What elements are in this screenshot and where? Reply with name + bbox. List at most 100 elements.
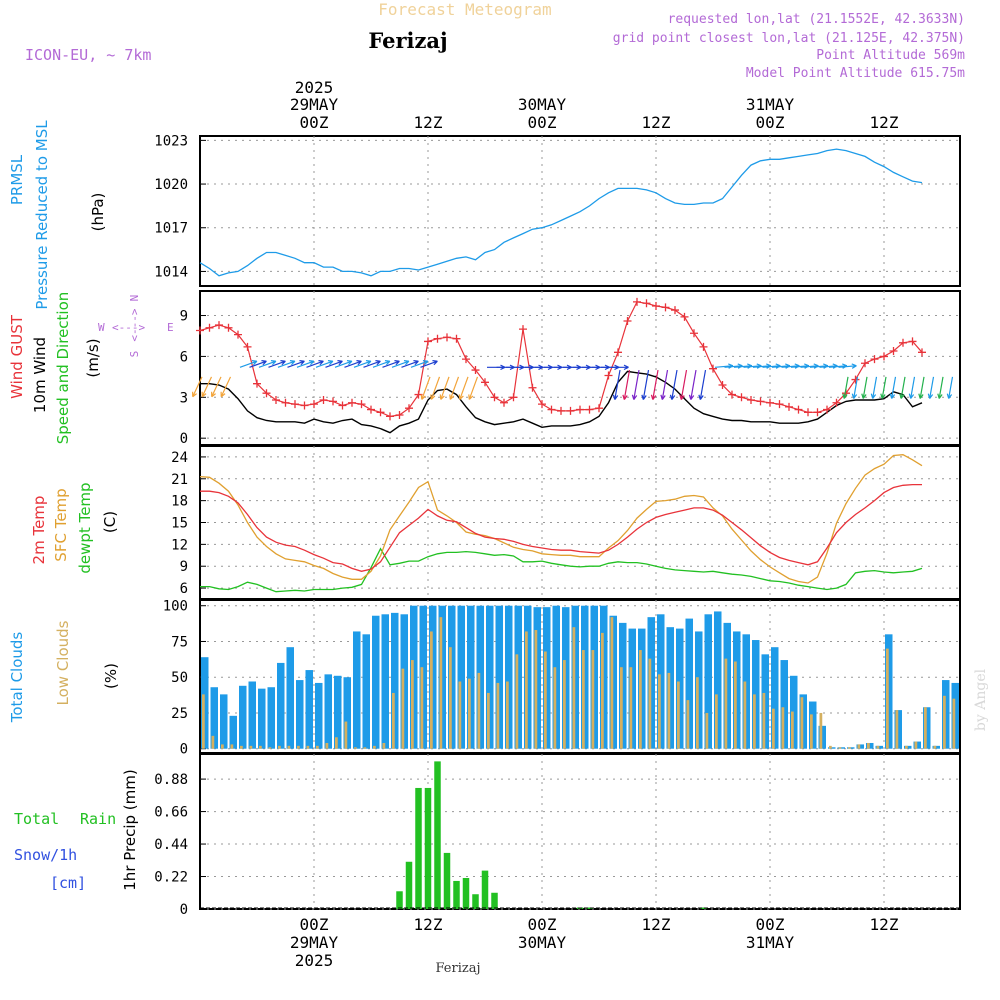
top-hour-label: 12Z: [414, 113, 443, 132]
gust-marker: [680, 312, 689, 321]
top-date-label: 31MAY: [746, 95, 795, 114]
wind-arrow: [287, 360, 305, 368]
low-cloud-bar: [914, 741, 918, 749]
gust-marker: [595, 404, 603, 413]
low-cloud-bar: [278, 745, 281, 749]
rain-bar: [415, 787, 422, 909]
wind-arrow: [410, 360, 429, 368]
gust-marker: [861, 359, 869, 368]
low-cloud-bar: [572, 627, 576, 749]
compass-e: E: [167, 321, 174, 334]
y-tick-label: 18: [171, 494, 188, 510]
gust-marker: [918, 348, 926, 357]
rain-bar: [462, 878, 470, 909]
gust-marker: [538, 400, 546, 409]
bottom-date-label: 31MAY: [746, 933, 795, 952]
low-cloud-bar: [202, 694, 205, 749]
gust-marker: [547, 405, 556, 414]
low-cloud-bar: [496, 682, 500, 749]
gust-marker: [452, 334, 461, 343]
y-tick-label: 0.22: [154, 870, 188, 886]
total-cloud-bar: [277, 662, 285, 749]
gust-marker: [310, 400, 318, 409]
wind-arrow: [249, 360, 267, 368]
wind-arrow: [861, 376, 868, 399]
low-cloud-bar: [743, 681, 747, 749]
panels: 1014 1017 1020 1023 PRMSL Pressure Reduced to…: [8, 120, 961, 918]
low-cloud-bar: [249, 745, 253, 749]
gust-marker: [614, 348, 622, 357]
wind-arrow: [870, 376, 878, 399]
compass-n: N: [128, 295, 141, 302]
total-cloud-bar: [391, 612, 399, 749]
low-cloud-bar: [601, 632, 604, 749]
gust-marker: [709, 364, 717, 373]
total-cloud-bar: [210, 687, 218, 749]
top-hour-label: 00Z: [528, 113, 557, 132]
wind-arrow: [610, 364, 629, 371]
low-cloud-bar: [781, 707, 785, 749]
low-cloud-bar: [534, 630, 538, 749]
low-cloud-bar: [458, 681, 462, 749]
side-label-gust: Wind GUST: [8, 314, 26, 399]
total-cloud-bar: [324, 674, 332, 749]
point-altitude: Point Altitude 569m: [816, 48, 965, 63]
low-cloud-bar: [363, 747, 367, 749]
model-altitude: Model Point Altitude 615.75m: [746, 66, 965, 81]
bottom-hour-label: 12Z: [642, 915, 671, 934]
low-cloud-bar: [705, 712, 709, 749]
side-label-direction: Speed and Direction: [54, 292, 72, 445]
bottom-hour-label: 00Z: [300, 915, 329, 934]
total-cloud-bar: [752, 640, 760, 749]
low-cloud-bar: [724, 658, 728, 749]
requested-coords: requested lon,lat (21.1552E, 42.3633N): [668, 12, 965, 27]
wind-speed-line: [200, 370, 923, 434]
gust-marker: [870, 355, 879, 364]
side-label-dew: dewpt Temp: [76, 482, 94, 573]
gust-marker: [718, 381, 727, 390]
total-cloud-bar: [305, 670, 313, 749]
wind-arrow: [899, 376, 906, 399]
gust-marker: [756, 397, 765, 406]
compass-icon: W <---> E N <---> S: [98, 295, 174, 358]
y-tick-label: 9: [180, 559, 188, 575]
gust-marker: [823, 405, 831, 414]
wind-arrow: [296, 360, 315, 368]
gust-marker: [633, 297, 641, 306]
y-tick-label: 21: [171, 472, 188, 488]
gust-marker: [357, 400, 366, 409]
low-cloud-bar: [382, 742, 386, 749]
low-cloud-bar: [553, 667, 557, 749]
chart-subtitle: Forecast Meteogram: [378, 0, 551, 19]
total-cloud-bar: [685, 618, 693, 749]
total-cloud-bar: [771, 647, 779, 749]
side-label-t2m: 2m Temp: [30, 496, 48, 565]
total-cloud-bar: [381, 614, 389, 749]
top-hour-label: 12Z: [642, 113, 671, 132]
gust-marker: [899, 338, 907, 347]
wind-arrow: [420, 376, 431, 400]
total-cloud-bar: [495, 605, 503, 749]
low-cloud-bar: [268, 747, 272, 749]
total-cloud-bar: [362, 634, 370, 749]
wind-arrow: [937, 376, 944, 399]
gust-marker: [851, 375, 860, 384]
wind-arrow: [449, 376, 460, 400]
low-cloud-bar: [762, 692, 766, 749]
gust-marker: [376, 408, 385, 417]
gust-marker: [462, 355, 470, 364]
gust-marker: [500, 398, 508, 407]
low-cloud-bar: [667, 672, 671, 749]
gust-marker: [585, 405, 594, 414]
gust-marker: [785, 402, 793, 411]
panel-3: 0 25 50 75 100 Total Clouds Low Clouds (%): [8, 599, 961, 758]
y-tick-label: 0.88: [154, 772, 188, 788]
wind-arrow: [201, 376, 213, 398]
top-year-label: 2025: [295, 78, 334, 97]
low-cloud-bar: [439, 617, 443, 749]
y-axis-label: (%): [102, 663, 120, 689]
side-label-sfc: SFC Temp: [52, 488, 70, 561]
